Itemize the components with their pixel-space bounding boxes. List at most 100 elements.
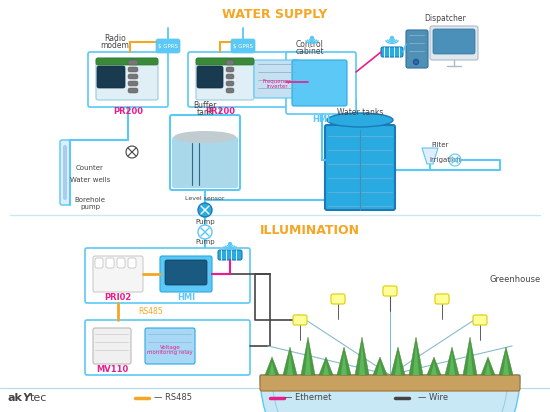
FancyBboxPatch shape — [292, 60, 347, 106]
FancyBboxPatch shape — [106, 258, 114, 268]
Text: Irrigation: Irrigation — [429, 157, 461, 163]
Text: PR200: PR200 — [205, 106, 235, 115]
Text: ak: ak — [8, 393, 23, 403]
FancyBboxPatch shape — [96, 58, 158, 65]
Polygon shape — [265, 357, 279, 375]
FancyBboxPatch shape — [435, 294, 449, 304]
Polygon shape — [467, 342, 473, 375]
Text: cabinet: cabinet — [296, 47, 324, 56]
Text: Pump: Pump — [195, 239, 215, 245]
FancyBboxPatch shape — [226, 88, 234, 93]
Polygon shape — [337, 347, 351, 375]
Wedge shape — [260, 375, 520, 412]
FancyBboxPatch shape — [128, 67, 138, 72]
Polygon shape — [341, 352, 347, 375]
FancyBboxPatch shape — [325, 125, 395, 210]
Polygon shape — [287, 352, 293, 375]
FancyBboxPatch shape — [85, 248, 250, 303]
Text: Borehole: Borehole — [74, 197, 106, 203]
Text: WATER SUPPLY: WATER SUPPLY — [222, 7, 328, 21]
FancyBboxPatch shape — [156, 39, 180, 53]
Polygon shape — [463, 337, 477, 375]
FancyBboxPatch shape — [254, 60, 300, 98]
Polygon shape — [445, 347, 459, 375]
Polygon shape — [301, 337, 315, 375]
Text: Radio: Radio — [104, 33, 126, 42]
FancyBboxPatch shape — [145, 328, 195, 364]
Polygon shape — [355, 337, 369, 375]
Text: — Wire: — Wire — [418, 393, 448, 403]
FancyBboxPatch shape — [96, 58, 158, 100]
Text: Greenhouse: Greenhouse — [490, 276, 541, 285]
FancyBboxPatch shape — [93, 328, 131, 364]
Polygon shape — [323, 362, 329, 375]
Polygon shape — [431, 362, 437, 375]
Circle shape — [228, 243, 232, 246]
Text: Water wells: Water wells — [70, 177, 110, 183]
Circle shape — [198, 225, 212, 239]
FancyBboxPatch shape — [88, 52, 168, 107]
Text: Buffer: Buffer — [193, 101, 217, 110]
FancyBboxPatch shape — [188, 52, 308, 107]
Text: Dispatcher: Dispatcher — [424, 14, 466, 23]
Text: Counter: Counter — [76, 165, 104, 171]
Polygon shape — [503, 352, 509, 375]
FancyBboxPatch shape — [95, 258, 103, 268]
Text: PR200: PR200 — [113, 106, 143, 115]
Text: Y: Y — [22, 393, 30, 403]
FancyBboxPatch shape — [128, 74, 138, 79]
Text: Filter: Filter — [431, 142, 449, 148]
FancyBboxPatch shape — [196, 58, 254, 65]
Circle shape — [198, 203, 212, 217]
Polygon shape — [269, 362, 275, 375]
Text: $ GPRS: $ GPRS — [233, 44, 253, 49]
FancyBboxPatch shape — [160, 256, 212, 292]
FancyBboxPatch shape — [93, 256, 143, 292]
Polygon shape — [319, 357, 333, 375]
Text: Control: Control — [296, 40, 324, 49]
Polygon shape — [485, 362, 491, 375]
FancyBboxPatch shape — [286, 52, 356, 114]
FancyBboxPatch shape — [473, 315, 487, 325]
FancyBboxPatch shape — [226, 67, 234, 72]
FancyBboxPatch shape — [383, 286, 397, 296]
Polygon shape — [422, 148, 438, 164]
FancyBboxPatch shape — [128, 88, 138, 93]
Polygon shape — [409, 337, 423, 375]
Polygon shape — [373, 357, 387, 375]
Polygon shape — [427, 357, 441, 375]
FancyBboxPatch shape — [172, 137, 238, 188]
Text: — RS485: — RS485 — [154, 393, 192, 403]
Text: pump: pump — [80, 204, 100, 210]
FancyBboxPatch shape — [97, 66, 125, 88]
Text: Pump: Pump — [195, 219, 215, 225]
FancyBboxPatch shape — [60, 140, 70, 205]
Circle shape — [311, 37, 313, 40]
FancyBboxPatch shape — [218, 250, 242, 260]
Text: Water tanks: Water tanks — [337, 108, 383, 117]
Polygon shape — [449, 352, 455, 375]
FancyBboxPatch shape — [226, 81, 234, 86]
Text: modem: modem — [101, 40, 129, 49]
FancyBboxPatch shape — [165, 260, 207, 285]
Polygon shape — [377, 362, 383, 375]
Text: — Ethernet: — Ethernet — [284, 393, 332, 403]
Ellipse shape — [174, 131, 236, 143]
FancyBboxPatch shape — [117, 258, 125, 268]
Text: RS485: RS485 — [139, 307, 163, 316]
Text: tank: tank — [196, 108, 213, 117]
Polygon shape — [481, 357, 495, 375]
FancyBboxPatch shape — [226, 74, 234, 79]
Text: ILLUMINATION: ILLUMINATION — [260, 223, 360, 236]
Text: tec: tec — [30, 393, 47, 403]
Ellipse shape — [327, 113, 393, 127]
Text: Level sensor: Level sensor — [185, 196, 225, 201]
FancyBboxPatch shape — [260, 375, 520, 391]
FancyBboxPatch shape — [331, 294, 345, 304]
Polygon shape — [305, 342, 311, 375]
FancyBboxPatch shape — [430, 26, 478, 60]
Text: HMI: HMI — [312, 115, 330, 124]
FancyBboxPatch shape — [433, 29, 475, 54]
FancyBboxPatch shape — [128, 258, 136, 268]
FancyBboxPatch shape — [381, 47, 403, 57]
